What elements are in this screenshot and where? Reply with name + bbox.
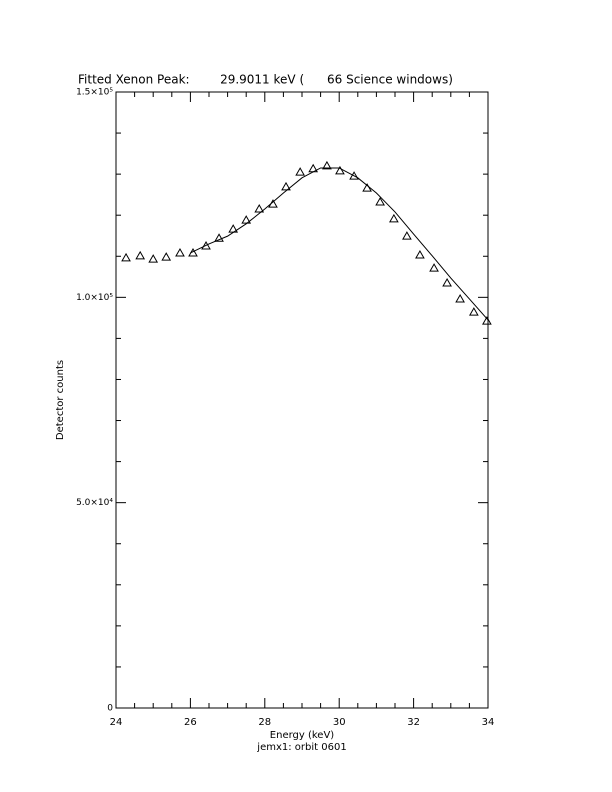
data-point: [148, 254, 159, 263]
data-point: [161, 252, 172, 261]
x-tick-label: 26: [184, 717, 197, 728]
x-axis-label: Energy (keV): [270, 730, 335, 741]
y-axis-label: Detector counts: [55, 360, 66, 440]
x-tick-label: 32: [407, 717, 420, 728]
plot-frame: [115, 91, 489, 709]
y-tick-label: 1.0×10⁵: [76, 293, 113, 303]
y-tick-label: 5.0×10⁴: [76, 498, 113, 508]
data-point: [135, 250, 146, 260]
data-point: [335, 165, 345, 175]
data-point: [201, 240, 211, 250]
data-point: [322, 160, 332, 170]
data-point: [175, 247, 185, 257]
data-point: [268, 199, 278, 208]
data-point: [402, 231, 412, 240]
data-point: [281, 181, 291, 191]
data-point: [469, 307, 479, 316]
y-tick-label: 1.5×10⁵: [76, 88, 113, 98]
x-tick-label: 30: [333, 717, 346, 728]
x-tick-label: 34: [482, 717, 495, 728]
y-tick-label: 0: [107, 704, 113, 714]
data-point: [415, 250, 425, 259]
fit-curve: [190, 167, 489, 321]
data-point: [214, 233, 224, 242]
data-point: [121, 252, 131, 262]
data-point: [482, 316, 492, 325]
data-point: [389, 213, 399, 223]
data-point: [375, 197, 385, 206]
data-point: [241, 215, 252, 224]
footer: jemx1: orbit 0601: [256, 742, 346, 753]
data-point: [349, 171, 359, 180]
data-point: [429, 263, 439, 272]
chart-title: Fitted Xenon Peak: 29.9011 keV ( 66 Scie…: [78, 73, 453, 87]
data-point: [455, 293, 465, 303]
x-tick-label: 28: [258, 717, 271, 728]
data-point: [442, 277, 452, 287]
data-point: [295, 167, 306, 176]
x-tick-label: 24: [110, 717, 123, 728]
data-point: [254, 204, 265, 213]
